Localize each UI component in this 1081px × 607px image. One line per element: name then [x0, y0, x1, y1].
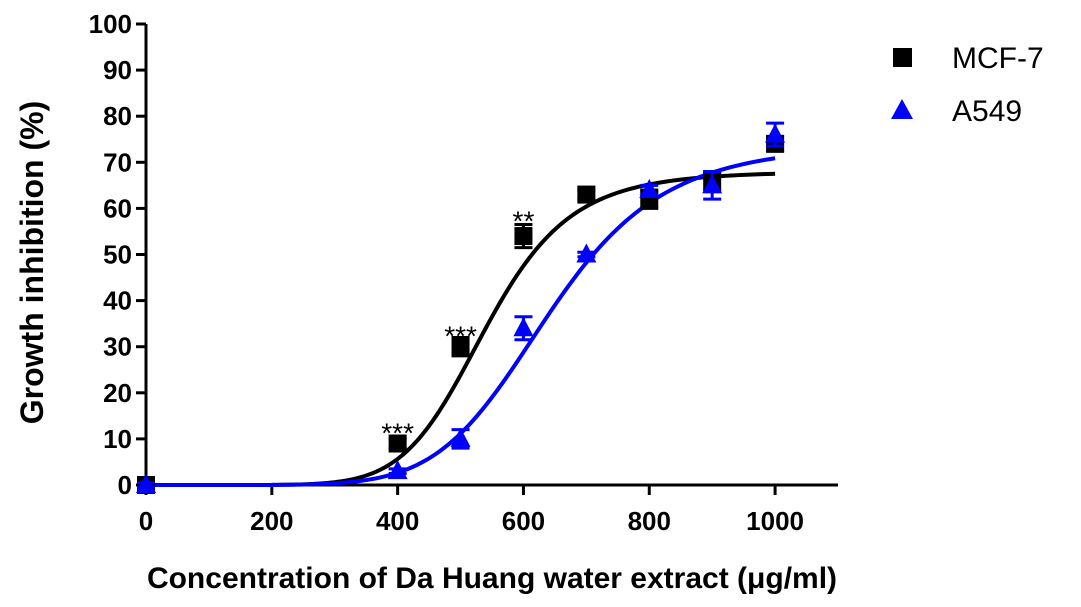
y-tick-label: 80 [103, 101, 132, 131]
point-a549 [450, 427, 471, 447]
x-tick-label: 0 [139, 506, 153, 536]
y-tick-label: 20 [103, 378, 132, 408]
x-tick-label: 200 [250, 506, 293, 536]
y-tick-label: 90 [103, 55, 132, 85]
x-tick-label: 600 [502, 506, 545, 536]
legend-label-a549: A549 [952, 95, 1022, 128]
x-ticks: 0 200 400 600 800 1000 [139, 485, 804, 536]
y-tick-label: 50 [103, 240, 132, 270]
y-tick-label: 0 [118, 470, 132, 500]
point-a549 [576, 243, 597, 263]
data-points [136, 121, 786, 494]
x-axis-title: Concentration of Da Huang water extract … [147, 562, 837, 595]
legend-marker-a549 [891, 99, 913, 119]
y-tick-label: 60 [103, 193, 132, 223]
x-tick-label: 800 [628, 506, 671, 536]
point-a549 [387, 460, 408, 480]
significance-annotation: *** [381, 417, 414, 448]
y-tick-label: 40 [103, 286, 132, 316]
axes [144, 24, 838, 487]
x-tick-label: 1000 [746, 506, 804, 536]
y-ticks: 0 10 20 30 40 50 60 70 80 90 100 [89, 9, 146, 500]
y-tick-label: 70 [103, 147, 132, 177]
legend: MCF-7 A549 [891, 42, 1044, 128]
point-a549 [136, 474, 156, 493]
point-mcf7 [577, 185, 596, 204]
point-mcf7 [451, 337, 470, 356]
point-a549 [639, 178, 660, 198]
point-mcf7 [388, 434, 407, 453]
x-tick-label: 400 [376, 506, 419, 536]
point-a549 [702, 174, 723, 194]
y-axis-title: Growth inhibition (%) [14, 101, 50, 424]
y-tick-label: 10 [103, 424, 132, 454]
fit-curves [146, 156, 776, 487]
legend-label-mcf7: MCF-7 [952, 42, 1044, 75]
y-tick-label: 30 [103, 332, 132, 362]
significance-annotation: *** [444, 321, 477, 352]
legend-item-mcf7: MCF-7 [893, 42, 1044, 75]
point-a549 [765, 123, 786, 143]
point-a549 [513, 317, 534, 337]
y-tick-label: 100 [89, 9, 132, 39]
legend-marker-mcf7 [893, 48, 912, 67]
point-mcf7 [514, 227, 533, 246]
significance-annotation: ** [513, 205, 535, 236]
fit-curve-a549 [146, 156, 776, 487]
significance-annotations: ******** [381, 205, 534, 448]
legend-item-a549: A549 [891, 95, 1022, 128]
